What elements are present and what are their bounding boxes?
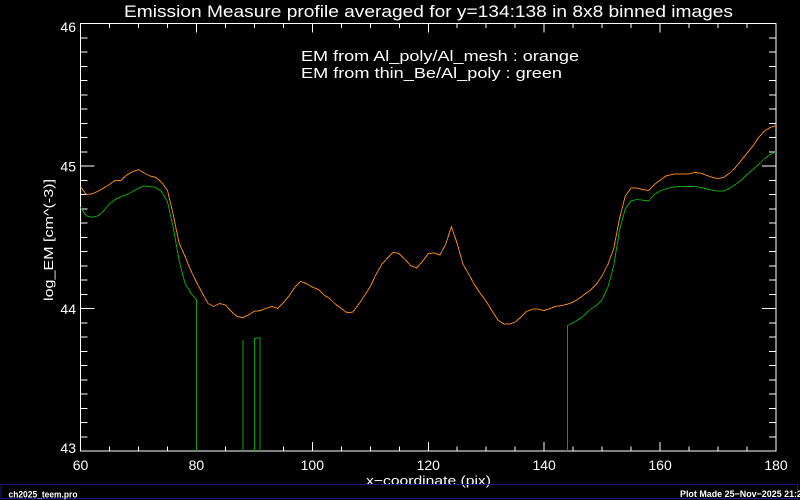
svg-text:120: 120 — [417, 457, 441, 473]
svg-text:EM from thin_Be/Al_poly : gree: EM from thin_Be/Al_poly : green — [301, 66, 562, 82]
svg-text:ch2025_teem.pro: ch2025_teem.pro — [9, 490, 78, 500]
svg-text:45: 45 — [60, 159, 76, 175]
svg-text:log_EM [cm^(-3)]: log_EM [cm^(-3)] — [41, 179, 56, 301]
svg-text:43: 43 — [60, 440, 76, 456]
svg-text:140: 140 — [532, 457, 556, 473]
svg-text:44: 44 — [60, 301, 76, 317]
svg-text:100: 100 — [301, 457, 325, 473]
svg-text:60: 60 — [73, 457, 89, 473]
svg-text:Emission Measure profile avera: Emission Measure profile averaged for y=… — [124, 2, 733, 21]
svg-text:Plot Made 25−Nov−2025 21:2: Plot Made 25−Nov−2025 21:2 — [680, 489, 800, 500]
svg-text:EM from Al_poly/Al_mesh : oran: EM from Al_poly/Al_mesh : orange — [301, 49, 579, 65]
svg-text:160: 160 — [648, 457, 672, 473]
svg-text:x−coordinate (pix): x−coordinate (pix) — [366, 473, 491, 488]
svg-text:180: 180 — [764, 457, 788, 473]
svg-text:46: 46 — [60, 19, 76, 35]
svg-text:80: 80 — [189, 457, 205, 473]
